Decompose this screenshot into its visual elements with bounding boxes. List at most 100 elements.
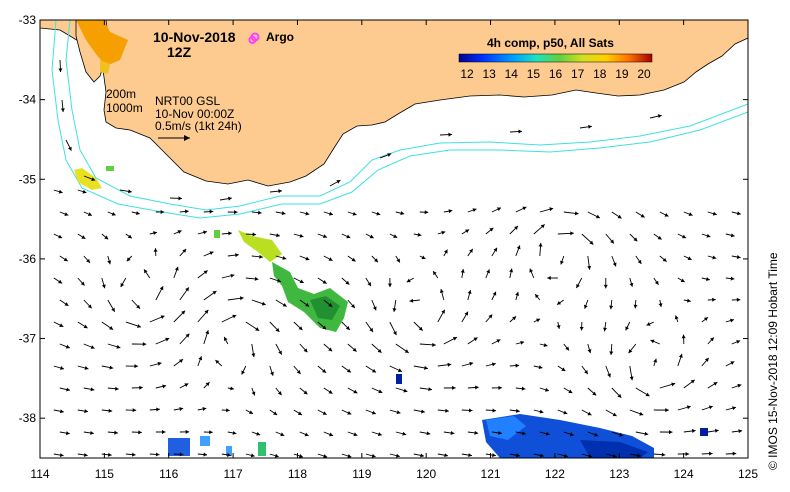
current-vector-head [514, 225, 518, 230]
current-vector-head [644, 431, 649, 436]
current-vector-head [589, 240, 594, 245]
current-vector-head [576, 283, 580, 288]
current-vector-head [579, 326, 584, 331]
current-vector-head [560, 260, 564, 265]
current-vector-head [372, 368, 377, 373]
sst-patch-filament-south [272, 262, 348, 332]
current-vector-head [239, 296, 244, 301]
current-vector-head [441, 230, 446, 235]
current-vector-head [128, 189, 132, 194]
current-vector-head [712, 255, 717, 260]
current-vector-head [226, 408, 230, 413]
current-vector-head [251, 353, 256, 358]
current-vector-head [278, 189, 282, 194]
current-vector-head [372, 306, 377, 311]
current-vector-head [60, 108, 65, 112]
current-vector-head [732, 451, 737, 456]
current-vector-head [515, 363, 520, 368]
current-vector-head [298, 326, 303, 331]
colorbar-tick-label: 19 [615, 67, 629, 81]
current-vector-head [625, 326, 629, 331]
current-vector-head [467, 290, 472, 294]
current-vector-head [248, 410, 253, 414]
current-vector-head [135, 211, 140, 216]
current-vector-head [108, 408, 113, 413]
sst-patch-south-west [168, 436, 266, 456]
current-vector-head [612, 412, 617, 417]
current-vector-head [515, 408, 520, 413]
current-vector-head [84, 366, 89, 370]
current-vector-head [59, 323, 64, 327]
current-vector-head [569, 432, 574, 437]
current-vector-head [497, 207, 502, 212]
current-vector-head [475, 385, 479, 390]
current-vector-head [228, 231, 232, 236]
current-vector-head [205, 330, 210, 335]
current-vector-head [607, 373, 611, 378]
current-vector-head [65, 344, 70, 349]
current-vector-head [230, 273, 235, 278]
current-vector-head [396, 258, 400, 263]
current-vector-head [730, 233, 735, 238]
current-vector-head [594, 432, 599, 437]
current-vector-head [64, 212, 69, 216]
current-vector-head [543, 343, 548, 348]
current-vector-head [712, 297, 716, 302]
current-vector-head [515, 453, 520, 458]
current-vector-head [730, 276, 735, 281]
current-vector-head [228, 196, 232, 201]
colorbar-tick-label: 14 [505, 67, 519, 81]
current-vector-head [251, 391, 256, 396]
current-vector-head [179, 359, 184, 363]
y-tick-label: -36 [19, 252, 37, 266]
current-vector-head [378, 389, 383, 394]
current-vector-head [153, 231, 157, 236]
current-vector-head [203, 452, 208, 457]
current-vector-head [162, 384, 167, 389]
current-vector-head [549, 207, 554, 212]
current-vector-head [610, 239, 614, 244]
current-vector-head [570, 231, 574, 236]
current-vector-head [565, 346, 570, 351]
current-vector-head [465, 229, 470, 234]
product-label: NRT00 GSL [155, 94, 220, 108]
current-vector-head [328, 390, 333, 394]
current-vector-head [111, 212, 116, 216]
current-vector-head [563, 410, 568, 415]
current-vector-head [120, 282, 125, 288]
current-vector-head [587, 349, 592, 354]
current-vector-head [584, 370, 588, 375]
current-vector-head [82, 189, 87, 194]
current-vector-head [713, 382, 718, 386]
current-vector-head [346, 368, 351, 373]
current-vector-head [629, 282, 634, 287]
current-vector-head [493, 247, 498, 252]
current-vector-head [665, 408, 669, 413]
current-vector-head [132, 408, 137, 413]
credit-text: © IMOS 15-Nov-2018 12:09 Hobart Time [766, 252, 780, 470]
current-vector-head [545, 431, 550, 436]
current-vector-head [91, 177, 96, 181]
current-vector-head [691, 428, 696, 433]
current-vector-head [488, 314, 493, 319]
current-vector-head [736, 340, 741, 344]
current-vector-head [297, 411, 302, 415]
isobath-1000m-line [51, 20, 748, 219]
current-vector-head [617, 214, 622, 219]
current-vector-head [512, 316, 517, 321]
y-axis: -33 -34 -35 -36 -37 -38 [19, 13, 748, 425]
current-vector-head [538, 365, 543, 370]
current-vector-head [486, 269, 490, 274]
current-vector-head [155, 452, 160, 457]
current-vector-head [421, 255, 426, 260]
current-vector-head [547, 276, 551, 281]
x-axis: 114 115 116 117 118 119 120 121 122 123 124 125 [30, 20, 758, 481]
current-vector-head [328, 303, 333, 307]
current-vector-head [328, 347, 333, 352]
current-vector-head [447, 362, 452, 367]
current-vector-head [574, 211, 579, 216]
current-vector-head [174, 266, 179, 271]
current-vector-head [223, 336, 228, 341]
current-vector-head [492, 453, 496, 458]
current-vector-head [347, 411, 352, 415]
